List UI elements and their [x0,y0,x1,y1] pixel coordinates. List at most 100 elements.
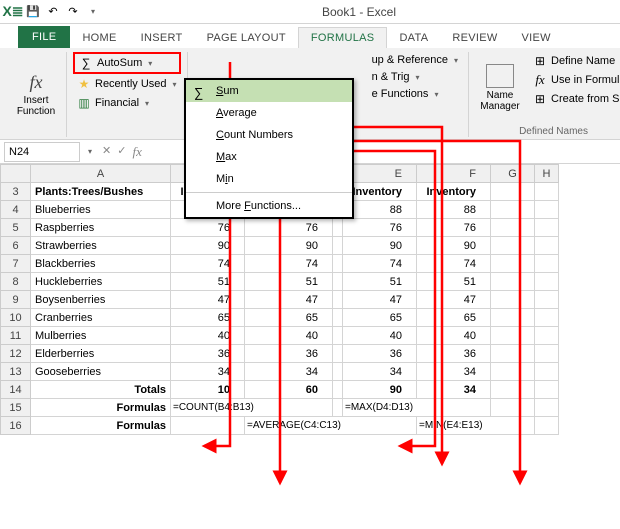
cell[interactable] [535,291,559,309]
cell[interactable] [333,363,343,381]
cell[interactable] [333,399,343,417]
cell[interactable]: 51 [343,273,417,291]
cell[interactable]: 47 [171,291,245,309]
menu-item-min[interactable]: Min [186,168,352,190]
cell[interactable] [491,309,535,327]
recently-used-button[interactable]: ★ Recently Used [73,75,181,93]
cell[interactable]: Blueberries [31,201,171,219]
cell[interactable]: 40 [417,327,491,345]
cell[interactable] [535,255,559,273]
cell[interactable] [535,183,559,201]
cell[interactable]: =COUNT(B4:B13) [171,399,333,417]
tab-data[interactable]: DATA [387,28,440,48]
row-header[interactable]: 14 [1,381,31,399]
cell[interactable] [491,399,535,417]
cell[interactable]: 74 [343,255,417,273]
cell[interactable]: 34 [245,363,333,381]
cell[interactable]: Huckleberries [31,273,171,291]
cell[interactable]: Plants:Trees/Bushes [31,183,171,201]
math-trig-button[interactable]: n & Trig [368,69,462,85]
fx-icon[interactable]: fx [132,144,141,160]
undo-icon[interactable]: ↶ [44,3,62,21]
menu-item-average[interactable]: Average [186,102,352,124]
cell[interactable]: 76 [245,219,333,237]
cell[interactable]: 90 [171,237,245,255]
row-header[interactable]: 9 [1,291,31,309]
cell[interactable]: 65 [171,309,245,327]
cell[interactable]: 88 [417,201,491,219]
cell[interactable] [491,255,535,273]
tab-page-layout[interactable]: PAGE LAYOUT [195,28,298,48]
cell[interactable]: =MIN(E4:E13) [417,417,535,435]
row-header[interactable]: 10 [1,309,31,327]
cell[interactable]: Totals [31,381,171,399]
cell[interactable]: Inventory [417,183,491,201]
cell[interactable]: 90 [245,237,333,255]
cell[interactable] [491,381,535,399]
cancel-icon[interactable]: ✕ [102,144,111,160]
name-box-dropdown-icon[interactable]: ▾ [84,147,96,156]
cell[interactable]: 34 [171,363,245,381]
menu-item-more-functions[interactable]: More Functions... [186,195,352,217]
cell[interactable]: Elderberries [31,345,171,363]
cell[interactable]: Formulas [31,399,171,417]
cell[interactable] [333,273,343,291]
cell[interactable] [535,327,559,345]
row-header[interactable]: 15 [1,399,31,417]
tab-insert[interactable]: INSERT [129,28,195,48]
menu-item-max[interactable]: Max [186,146,352,168]
cell[interactable]: 65 [343,309,417,327]
cell[interactable]: Blackberries [31,255,171,273]
cell[interactable]: Formulas [31,417,171,435]
cell[interactable]: 90 [417,237,491,255]
cell[interactable] [491,219,535,237]
row-header[interactable]: 7 [1,255,31,273]
cell[interactable]: 47 [417,291,491,309]
cell[interactable] [333,345,343,363]
cell[interactable]: 36 [343,345,417,363]
cell[interactable]: Gooseberries [31,363,171,381]
cell[interactable]: =MAX(D4:D13) [343,399,491,417]
tab-home[interactable]: HOME [70,28,128,48]
cell[interactable]: 34 [343,363,417,381]
name-manager-button[interactable]: Name Manager [475,52,525,124]
cell[interactable] [333,327,343,345]
cell[interactable]: 47 [245,291,333,309]
cell[interactable] [333,237,343,255]
cell[interactable] [535,219,559,237]
cell[interactable]: 51 [417,273,491,291]
cell[interactable] [171,417,245,435]
menu-item-count[interactable]: Count Numbers [186,124,352,146]
cell[interactable] [333,255,343,273]
lookup-reference-button[interactable]: up & Reference [368,52,462,68]
autosum-button[interactable]: ∑ AutoSum [73,52,181,74]
row-header[interactable]: 12 [1,345,31,363]
cell[interactable]: Mulberries [31,327,171,345]
row-header[interactable]: 6 [1,237,31,255]
cell[interactable]: Strawberries [31,237,171,255]
redo-icon[interactable]: ↷ [64,3,82,21]
row-header[interactable]: 11 [1,327,31,345]
use-in-formula-button[interactable]: fx Use in Formula [529,71,620,89]
cell[interactable]: 60 [245,381,333,399]
cell[interactable]: Cranberries [31,309,171,327]
tab-view[interactable]: VIEW [510,28,563,48]
row-header[interactable]: 8 [1,273,31,291]
cell[interactable]: 40 [245,327,333,345]
cell[interactable]: 36 [417,345,491,363]
row-header[interactable]: 4 [1,201,31,219]
cell[interactable]: 65 [245,309,333,327]
save-icon[interactable]: 💾 [24,3,42,21]
cell[interactable]: 90 [343,237,417,255]
tab-review[interactable]: REVIEW [440,28,509,48]
cell[interactable]: 51 [171,273,245,291]
cell[interactable]: 34 [417,381,491,399]
select-all-corner[interactable] [1,165,31,183]
cell[interactable] [535,201,559,219]
col-header-H[interactable]: H [535,165,559,183]
insert-function-button[interactable]: fx Insert Function [12,52,60,137]
cell[interactable] [491,183,535,201]
define-name-button[interactable]: ⊞ Define Name [529,52,620,70]
enter-icon[interactable]: ✓ [117,144,126,160]
cell[interactable] [535,363,559,381]
